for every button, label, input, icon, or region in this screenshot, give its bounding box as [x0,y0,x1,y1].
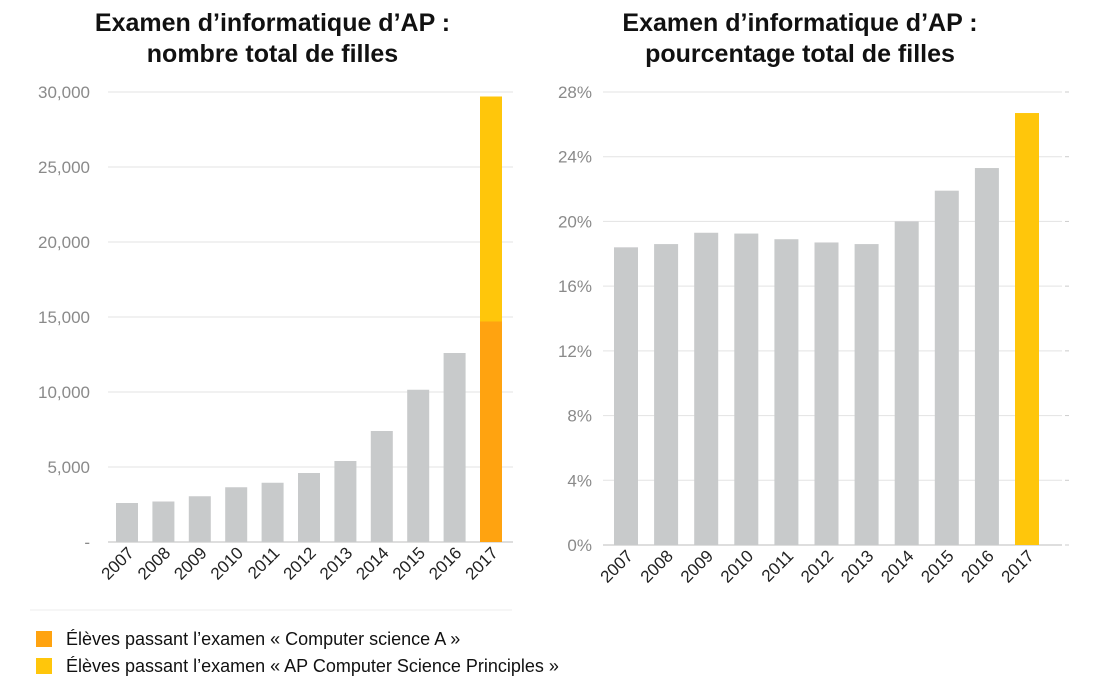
right-y-tick-label: 16% [558,277,592,296]
left-y-tick-label: 10,000 [38,383,90,402]
right-x-label-2015: 2015 [917,546,957,586]
right-y-tick-label: 24% [558,148,592,167]
left-bar-2008 [152,501,175,542]
right-bar-2012 [814,242,839,546]
right-chart-title-line-2: pourcentage total de filles [645,40,955,68]
right-chart-title-line-1: Examen d’informatique d’AP : [622,9,978,37]
left-bar-2014 [370,431,393,542]
left-bar-2016 [443,353,466,542]
right-bar-2011 [774,239,799,545]
right-y-tick-label: 8% [567,407,592,426]
legend-label-csa: Élèves passant l’examen « Computer scien… [66,629,461,649]
left-y-tick-label: 30,000 [38,83,90,102]
left-y-tick-label: 20,000 [38,233,90,252]
legend-swatch-csp [36,658,52,674]
left-bar-2015 [407,389,430,542]
right-bar-2013 [854,244,879,546]
right-bar-2016 [974,168,999,545]
right-x-label-2014: 2014 [877,546,917,586]
right-x-label-2008: 2008 [637,546,677,586]
right-y-tick-label: 20% [558,212,592,231]
total-girls-bar-chart: -5,00010,00015,00020,00025,00030,0002007… [30,83,513,611]
right-x-label-2009: 2009 [677,546,717,586]
right-x-label-2010: 2010 [717,546,757,586]
left-bar-2011 [261,482,284,542]
right-bar-2007 [614,247,638,546]
percentage-girls-bar-chart: 0%4%8%12%16%20%24%28%2007 2008 2009 2010 201… [558,83,1069,587]
left-bar-2012 [298,473,320,542]
left-bar-2017-csp [480,96,502,322]
left-bar-2017-csa [480,321,502,542]
legend-swatch-csa [36,631,52,647]
left-y-tick-label: - [84,533,90,552]
right-bar-2008 [654,244,679,546]
left-chart-title-line-1: Examen d’informatique d’AP : [94,9,451,37]
right-chart-title: Examen d’informatique d’AP : pourcentage… [540,8,1060,70]
left-bar-2013 [334,461,357,542]
right-x-label-2012: 2012 [797,546,837,586]
left-chart-title: Examen d’informatique d’AP : nombre tota… [0,8,545,70]
left-y-tick-label: 25,000 [38,158,90,177]
right-x-label-2011: 2011 [758,546,797,585]
right-x-label-2017: 2017 [998,546,1038,586]
right-bar-2010 [734,233,759,545]
right-y-tick-label: 12% [558,342,592,361]
left-bar-2009 [188,496,211,542]
left-bar-2010 [225,487,248,542]
right-bar-2014 [894,221,919,545]
left-bar-2007 [116,503,138,542]
right-bar-2009 [694,232,719,545]
right-bar-2017 [1015,113,1039,546]
right-y-tick-label: 0% [567,536,592,555]
right-y-tick-label: 4% [567,471,592,490]
left-chart-title-line-2: nombre total de filles [146,40,399,68]
right-x-label-2016: 2016 [958,546,998,586]
legend-label-csp: Élèves passant l’examen « AP Computer Sc… [66,656,559,676]
left-y-tick-label: 15,000 [38,308,90,327]
left-y-tick-label: 5,000 [47,458,90,477]
right-bar-2015 [934,190,959,546]
right-x-label-2013: 2013 [837,546,877,586]
right-y-tick-label: 28% [558,83,592,102]
right-x-label-2007: 2007 [597,546,637,586]
